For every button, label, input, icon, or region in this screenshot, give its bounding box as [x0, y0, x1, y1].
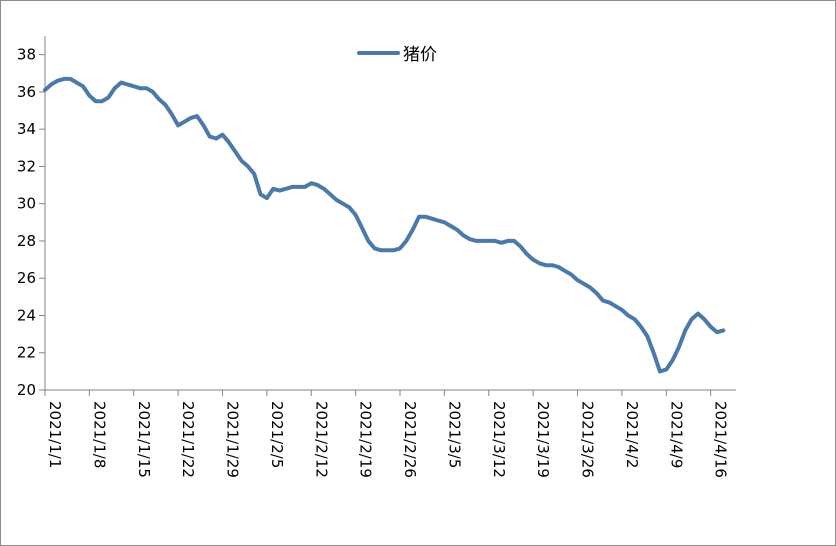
legend: 猪价	[357, 45, 437, 65]
y-tick-label: 24	[17, 306, 36, 324]
x-axis: 2021/1/1 2021/1/8 2021/1/15 2021/1/22 2021/1…	[44, 389, 736, 478]
series-layer	[43, 76, 726, 374]
y-tick-label: 34	[17, 120, 36, 138]
x-tick-label: 2021/4/9	[667, 401, 685, 468]
x-tick-label: 2021/3/26	[579, 401, 597, 478]
y-axis: 20 22 24 26 28 30 32 34 36 38	[17, 36, 46, 399]
x-tick-label: 2021/1/22	[179, 401, 197, 478]
x-tick-label: 2021/2/19	[357, 401, 375, 478]
x-tick-label: 2021/3/5	[445, 401, 463, 468]
y-tick-label: 28	[17, 232, 36, 250]
x-tick-label: 2021/3/12	[490, 401, 508, 478]
y-tick-label: 36	[17, 83, 36, 101]
x-tick-label: 2021/1/8	[90, 401, 108, 468]
y-tick-label: 26	[17, 269, 36, 287]
x-tick-label: 2021/4/16	[712, 401, 730, 478]
x-tick-label: 2021/1/15	[135, 401, 153, 478]
x-tick-label: 2021/2/12	[312, 401, 330, 478]
x-tick-label: 2021/1/29	[224, 401, 242, 478]
x-tick-label: 2021/2/26	[401, 401, 419, 478]
y-tick-label: 20	[17, 381, 36, 399]
legend-label: 猪价	[403, 45, 437, 65]
x-tick-label: 2021/3/19	[534, 401, 552, 478]
y-tick-label: 30	[17, 195, 36, 213]
x-tick-label: 2021/1/1	[46, 401, 64, 468]
y-tick-label: 22	[17, 344, 36, 362]
series-line	[43, 76, 726, 374]
y-tick-label: 38	[17, 46, 36, 64]
x-tick-label: 2021/4/2	[623, 401, 641, 468]
x-tick-label: 2021/2/5	[268, 401, 286, 468]
y-tick-label: 32	[17, 157, 36, 175]
